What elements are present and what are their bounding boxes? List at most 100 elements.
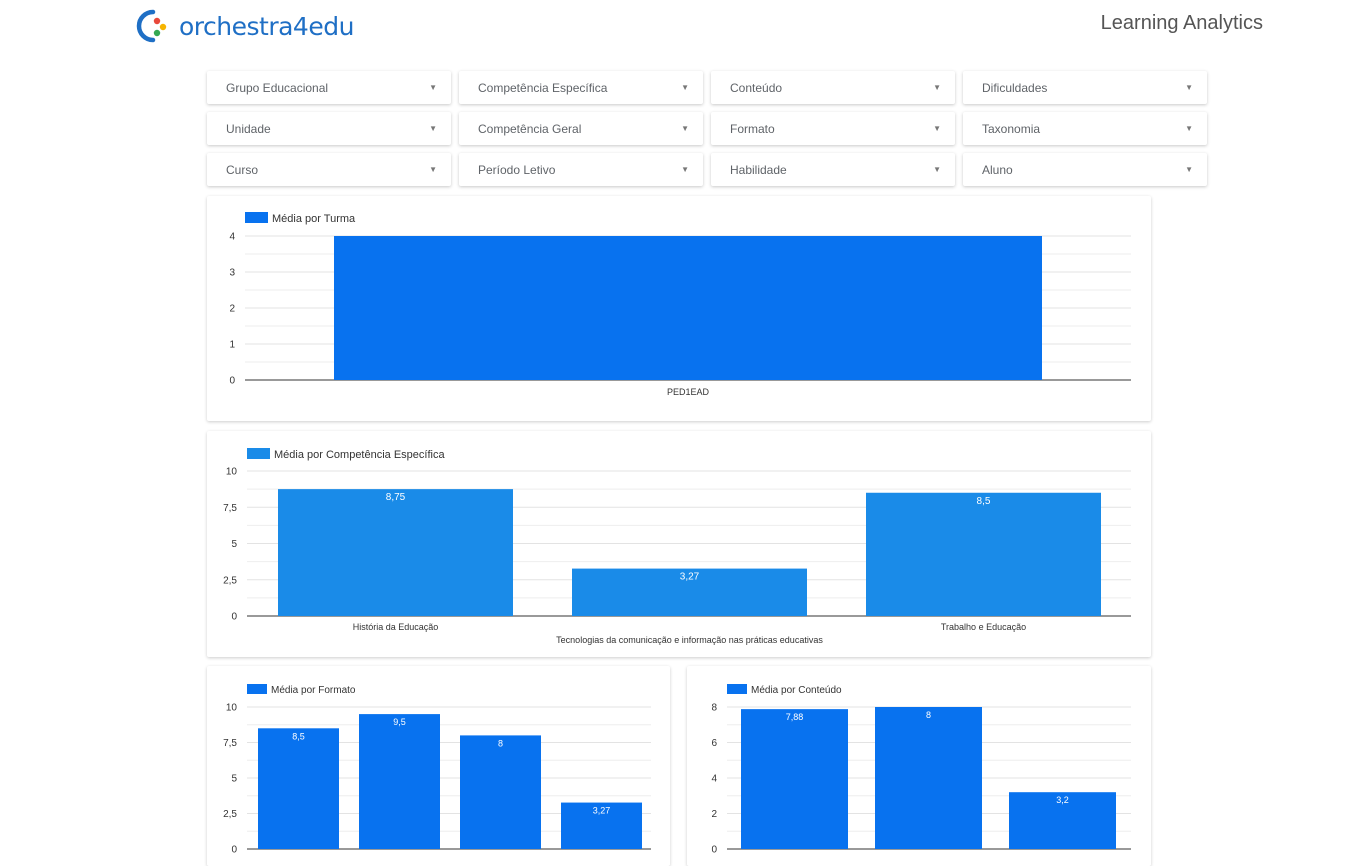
logo: orchestra4edu — [131, 6, 354, 46]
legend-label: Média por Formato — [271, 685, 356, 696]
bar[interactable] — [258, 728, 339, 849]
filter-label: Conteúdo — [730, 80, 783, 95]
filter-label: Aluno — [982, 162, 1013, 177]
y-tick-label: 0 — [229, 376, 235, 387]
data-label: 8 — [498, 738, 503, 748]
bar[interactable] — [359, 714, 440, 849]
data-label: 8,5 — [977, 496, 991, 507]
chart-media-por-competencia: Média por Competência Específica 0 2,5 5 7,5… — [223, 448, 1131, 645]
caret-down-icon: ▼ — [1185, 165, 1193, 174]
y-tick-label: 0 — [711, 845, 717, 856]
caret-down-icon: ▼ — [681, 124, 689, 133]
filter-aluno[interactable]: Aluno ▼ — [963, 153, 1207, 186]
filter-unidade[interactable]: Unidade ▼ — [207, 112, 451, 145]
chart-card-media-por-competencia: Média por Competência Específica 0 2,5 5 7,5… — [207, 431, 1151, 657]
logo-text-part1: orchestra — [179, 11, 293, 41]
data-label: 3,27 — [680, 572, 700, 583]
chart-card-media-por-conteudo: Média por Conteúdo 0 2 4 6 8 7,88 8 3,2 — [687, 666, 1151, 866]
caret-down-icon: ▼ — [681, 165, 689, 174]
filter-competencia-especifica[interactable]: Competência Específica ▼ — [459, 71, 703, 104]
bar[interactable] — [1009, 792, 1116, 849]
logo-text-part2: 4edu — [292, 11, 355, 41]
bar[interactable] — [460, 735, 541, 849]
data-label: 8,5 — [292, 731, 305, 741]
filter-label: Competência Geral — [478, 121, 582, 136]
y-tick-label: 8 — [711, 703, 717, 714]
app-title: Learning Analytics — [1100, 12, 1263, 34]
filter-curso[interactable]: Curso ▼ — [207, 153, 451, 186]
chart-card-media-por-formato: Média por Formato 0 2,5 5 7,5 10 8,5 9,5 8 3,27 — [207, 666, 670, 866]
filter-bar: Grupo Educacional ▼ Competência Específic… — [207, 71, 1207, 186]
y-tick-label: 0 — [231, 845, 237, 856]
filter-taxonomia[interactable]: Taxonomia ▼ — [963, 112, 1207, 145]
legend-label: Média por Turma — [272, 213, 356, 225]
legend-swatch — [247, 448, 270, 459]
chart-media-por-formato: Média por Formato 0 2,5 5 7,5 10 8,5 9,5 8 3,27 — [223, 684, 651, 856]
y-tick-label: 0 — [231, 612, 237, 623]
data-label: 3,27 — [593, 806, 611, 816]
logo-mark-icon — [136, 9, 167, 43]
logo-text: orchestra4edu — [179, 12, 354, 41]
filter-label: Habilidade — [730, 162, 787, 177]
bar[interactable] — [866, 492, 1101, 616]
legend-label: Média por Conteúdo — [751, 685, 842, 696]
y-tick-label: 7,5 — [223, 738, 237, 749]
x-category-label: PED1EAD — [667, 387, 710, 397]
legend-label: Média por Competência Específica — [274, 449, 445, 461]
caret-down-icon: ▼ — [1185, 124, 1193, 133]
filter-dificuldades[interactable]: Dificuldades ▼ — [963, 71, 1207, 104]
caret-down-icon: ▼ — [429, 124, 437, 133]
y-tick-label: 6 — [711, 738, 717, 749]
y-tick-label: 10 — [226, 467, 238, 478]
x-category-label: Tecnologias da comunicação e informação … — [556, 635, 823, 645]
filter-label: Curso — [226, 162, 259, 177]
caret-down-icon: ▼ — [429, 165, 437, 174]
caret-down-icon: ▼ — [933, 124, 941, 133]
bar[interactable] — [334, 236, 1042, 380]
bar[interactable] — [561, 802, 642, 849]
filter-label: Período Letivo — [478, 162, 556, 177]
filter-conteudo[interactable]: Conteúdo ▼ — [711, 71, 955, 104]
filter-competencia-geral[interactable]: Competência Geral ▼ — [459, 112, 703, 145]
x-category-label: Trabalho e Educação — [941, 622, 1026, 632]
chart-media-por-conteudo: Média por Conteúdo 0 2 4 6 8 7,88 8 3,2 — [711, 684, 1131, 856]
y-tick-label: 2 — [229, 304, 235, 315]
chart-media-por-turma: Média por Turma 0 1 2 3 4 PED1EAD — [229, 212, 1131, 397]
caret-down-icon: ▼ — [933, 83, 941, 92]
filter-formato[interactable]: Formato ▼ — [711, 112, 955, 145]
y-tick-label: 2,5 — [223, 809, 237, 820]
filter-periodo-letivo[interactable]: Período Letivo ▼ — [459, 153, 703, 186]
bar[interactable] — [741, 709, 848, 849]
y-tick-label: 5 — [231, 539, 237, 550]
caret-down-icon: ▼ — [933, 165, 941, 174]
filter-label: Taxonomia — [982, 121, 1041, 136]
y-tick-label: 5 — [231, 774, 237, 785]
caret-down-icon: ▼ — [681, 83, 689, 92]
filter-grupo-educacional[interactable]: Grupo Educacional ▼ — [207, 71, 451, 104]
filter-label: Dificuldades — [982, 80, 1048, 95]
y-tick-label: 1 — [229, 340, 235, 351]
filter-label: Competência Específica — [478, 80, 608, 95]
data-label: 8 — [926, 710, 931, 720]
filter-label: Grupo Educacional — [226, 80, 329, 95]
y-tick-label: 7,5 — [223, 503, 237, 514]
data-label: 7,88 — [786, 712, 804, 722]
filter-label: Unidade — [226, 121, 271, 136]
legend-swatch — [727, 684, 747, 694]
caret-down-icon: ▼ — [1185, 83, 1193, 92]
bar[interactable] — [278, 489, 513, 616]
data-label: 3,2 — [1056, 795, 1069, 805]
x-category-label: História da Educação — [353, 622, 439, 632]
y-tick-label: 3 — [229, 268, 235, 279]
y-tick-label: 2,5 — [223, 575, 237, 586]
caret-down-icon: ▼ — [429, 83, 437, 92]
legend-swatch — [245, 212, 268, 223]
bar[interactable] — [875, 707, 982, 849]
legend-swatch — [247, 684, 267, 694]
data-label: 8,75 — [386, 492, 406, 503]
filter-habilidade[interactable]: Habilidade ▼ — [711, 153, 955, 186]
filter-label: Formato — [730, 121, 775, 136]
y-tick-label: 4 — [711, 774, 717, 785]
bar[interactable] — [572, 568, 807, 616]
y-tick-label: 2 — [711, 809, 717, 820]
